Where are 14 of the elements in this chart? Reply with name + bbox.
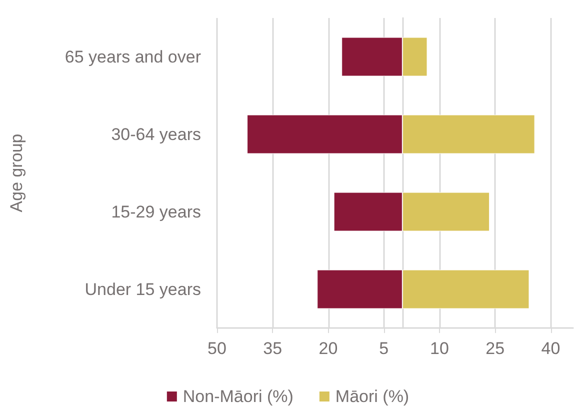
x-tick-label: 5 bbox=[379, 339, 389, 358]
y-tick-label: 65 years and over bbox=[64, 47, 202, 66]
y-tick-label: Under 15 years bbox=[84, 280, 201, 299]
x-tick-label: 20 bbox=[318, 339, 338, 358]
legend-label: Māori (%) bbox=[335, 387, 410, 406]
y-axis-title: Age group bbox=[7, 134, 26, 212]
x-tick-label: 40 bbox=[541, 339, 560, 358]
x-tick-label: 10 bbox=[430, 339, 449, 358]
x-tick-label: 35 bbox=[263, 339, 282, 358]
legend-label: Non-Māori (%) bbox=[182, 387, 294, 406]
x-tick-label: 50 bbox=[208, 339, 226, 358]
y-tick-label: 15-29 years bbox=[111, 202, 201, 222]
y-tick-label: 30-64 years bbox=[111, 124, 201, 144]
x-tick-label: 25 bbox=[486, 339, 505, 358]
